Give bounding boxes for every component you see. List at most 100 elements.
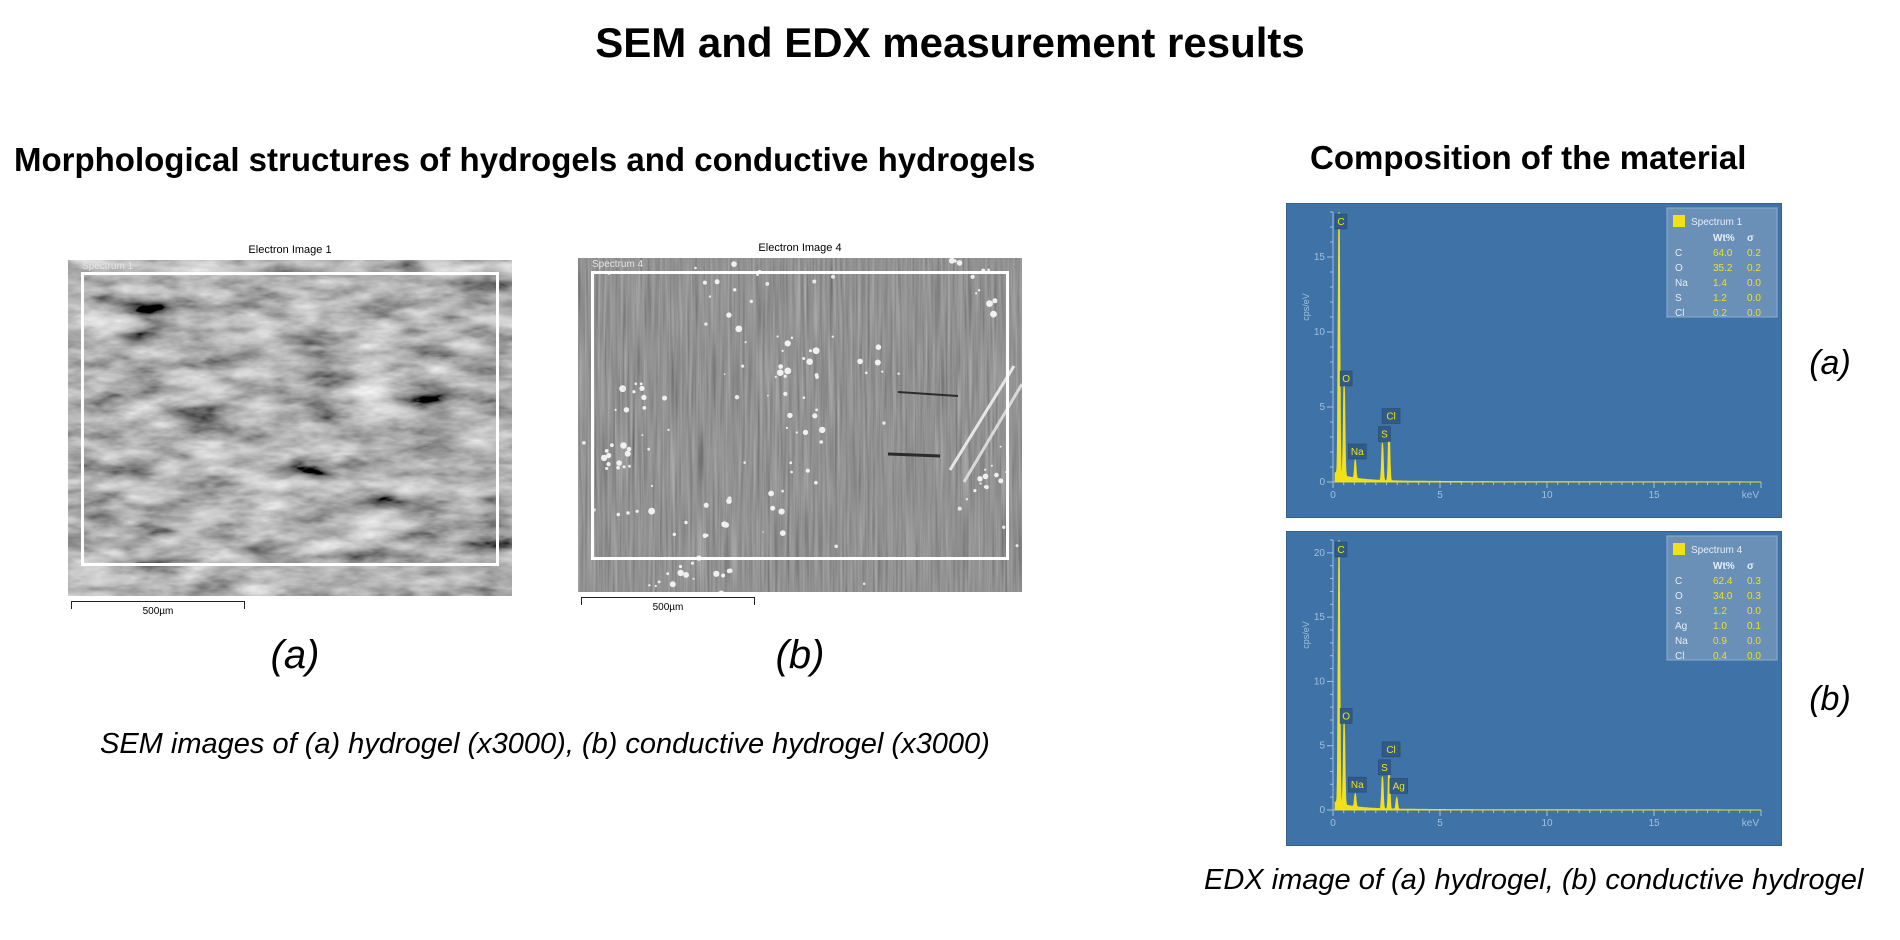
particle xyxy=(650,484,654,488)
peak-label: O xyxy=(1342,374,1350,385)
particle xyxy=(975,292,978,295)
peak-label-box xyxy=(1334,213,1348,230)
roi-box-a xyxy=(81,272,499,566)
peak-label: Ag xyxy=(1393,781,1405,792)
legend-element: O xyxy=(1675,263,1683,274)
peak-label-box xyxy=(1339,370,1353,387)
particle xyxy=(984,468,987,471)
particle xyxy=(620,442,627,449)
legend-element: Na xyxy=(1675,636,1688,647)
y-tick-label: 5 xyxy=(1319,741,1325,752)
particle xyxy=(639,385,645,391)
legend-box xyxy=(1666,207,1778,318)
particle xyxy=(714,279,720,285)
y-tick-label: 15 xyxy=(1314,252,1326,263)
particle xyxy=(994,472,999,478)
peak-label-box xyxy=(1378,759,1391,776)
particle xyxy=(897,372,900,375)
particle xyxy=(667,428,670,432)
particle xyxy=(741,364,745,368)
legend-element: Cl xyxy=(1675,651,1684,662)
particle xyxy=(765,282,770,286)
particle xyxy=(582,441,586,445)
particle xyxy=(744,341,747,344)
particle xyxy=(819,440,823,444)
particle xyxy=(812,347,820,355)
particle xyxy=(875,344,882,350)
particle xyxy=(628,464,631,468)
x-tick-label: 10 xyxy=(1541,818,1553,829)
peak-label: Na xyxy=(1351,447,1364,458)
peak-label-box xyxy=(1389,778,1409,794)
crack-line xyxy=(897,391,959,397)
x-axis-label: keV xyxy=(1742,490,1760,501)
peak-label: S xyxy=(1381,430,1388,441)
edx-chart-b: 0 5 10 15 keV 0 5 10 15 20 cps/eV C O Na S Cl Ag Spectrum… xyxy=(1286,531,1782,846)
legend-header: Wt% xyxy=(1713,561,1735,572)
edx-chart-b-svg: 0 5 10 15 keV05101520cps/eVCONaSClAgSpectrum… xyxy=(1301,535,1778,829)
particle xyxy=(616,460,622,466)
particle xyxy=(731,261,737,267)
particle xyxy=(694,266,697,270)
particle xyxy=(953,259,957,263)
legend-sigma-value: 0.1 xyxy=(1747,621,1761,632)
particle xyxy=(777,369,784,376)
particle xyxy=(785,426,788,429)
particle xyxy=(705,533,709,537)
particle xyxy=(1002,525,1006,529)
particle xyxy=(784,367,792,375)
particle xyxy=(678,564,683,569)
legend-element: Na xyxy=(1675,278,1688,289)
particle xyxy=(990,310,997,318)
x-tick-label: 10 xyxy=(1541,490,1553,501)
particle xyxy=(774,375,777,378)
legend-sigma-value: 0.0 xyxy=(1747,278,1761,289)
particle xyxy=(662,395,667,401)
legend-element: C xyxy=(1675,576,1682,587)
legend-wt-value: 1.0 xyxy=(1713,621,1727,632)
peak-label-box xyxy=(1381,741,1401,758)
x-axis-label: keV xyxy=(1742,818,1760,829)
particle xyxy=(616,512,621,517)
spectrum-tag-b: Spectrum 4 xyxy=(592,259,644,270)
legend-wt-value: 1.4 xyxy=(1713,278,1727,289)
particle xyxy=(723,373,726,375)
particle xyxy=(781,349,784,352)
y-tick-label: 0 xyxy=(1319,477,1325,488)
sem-caption: SEM images of (a) hydrogel (x3000), (b) … xyxy=(100,728,990,760)
particle xyxy=(677,569,684,577)
particle xyxy=(654,584,657,588)
peak-label-box xyxy=(1339,708,1353,724)
legend-wt-value: 35.2 xyxy=(1713,263,1733,274)
particle xyxy=(865,371,868,375)
particle xyxy=(734,395,740,400)
legend-element: Ag xyxy=(1675,621,1687,632)
particle xyxy=(641,434,644,437)
particle xyxy=(857,358,863,365)
sem-image-b: Spectrum 4 xyxy=(578,258,1022,592)
particle xyxy=(831,335,834,338)
peak-label: C xyxy=(1337,217,1344,228)
edx-panel-label-a: (a) xyxy=(1809,344,1851,382)
sem-image-a: Spectrum 1 xyxy=(68,260,512,596)
peak-label: Cl xyxy=(1386,412,1395,423)
sem-sublabel-a: (a) xyxy=(270,633,320,677)
legend-wt-value: 1.2 xyxy=(1713,606,1727,617)
peak-label-box xyxy=(1348,443,1367,460)
particle xyxy=(999,445,1002,448)
legend-sigma-value: 0.3 xyxy=(1747,576,1761,587)
particle xyxy=(874,359,881,366)
sem-texture-b xyxy=(578,258,1022,592)
scale-bar-a xyxy=(71,601,245,609)
particle xyxy=(784,340,791,347)
y-tick-label: 10 xyxy=(1314,676,1326,687)
particle xyxy=(977,289,981,292)
sem-texture-a xyxy=(68,260,512,596)
legend-series-name: Spectrum 4 xyxy=(1691,545,1743,556)
particle xyxy=(783,391,788,396)
particle xyxy=(641,394,647,401)
particle xyxy=(684,520,688,525)
particle xyxy=(626,446,632,452)
y-tick-label: 5 xyxy=(1319,402,1325,413)
